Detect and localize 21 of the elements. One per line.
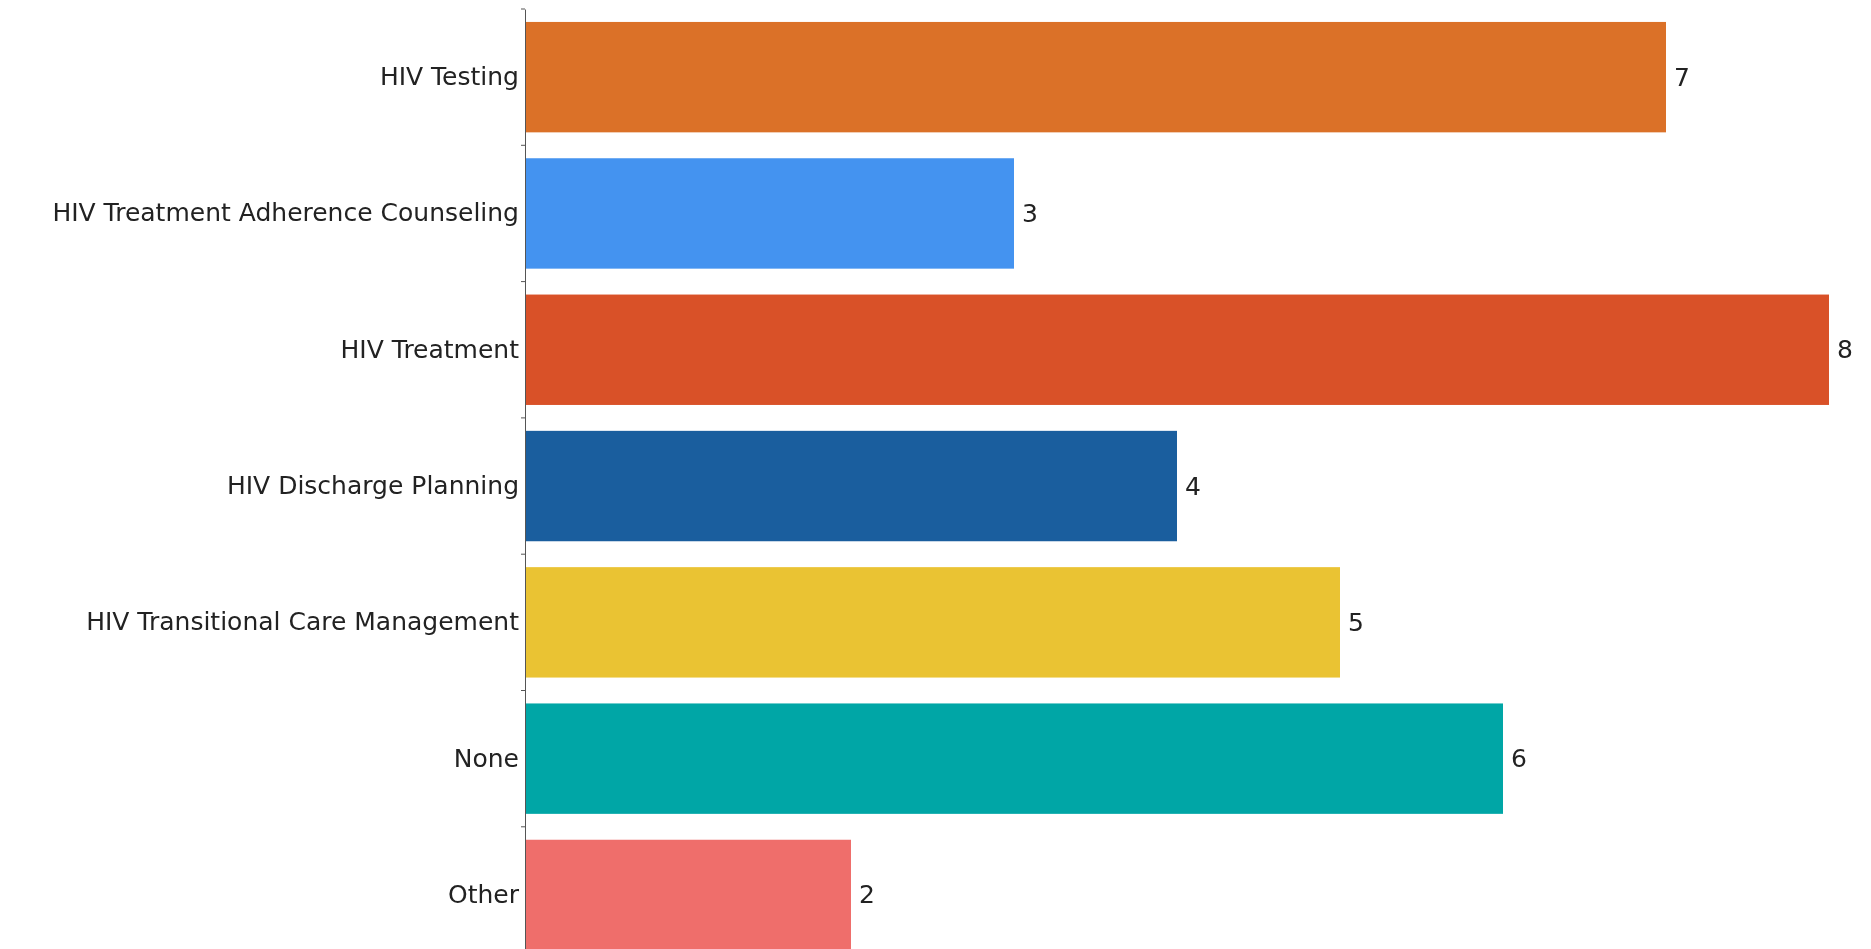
bar [525,703,1503,814]
bar [525,294,1829,405]
bar [525,158,1014,269]
y-tick-label: HIV Testing [379,62,519,92]
y-tick-label: Other [448,879,520,909]
data-label: 3 [1022,198,1038,228]
bar [525,839,851,949]
y-tick-label: HIV Treatment Adherence Counseling [52,198,519,228]
data-label: 6 [1511,744,1527,774]
data-label: 2 [859,880,875,910]
bar [525,567,1340,678]
y-tick-label: HIV Discharge Planning [226,471,519,501]
data-label: 8 [1837,335,1853,365]
data-label: 5 [1348,607,1364,637]
data-label: 4 [1185,471,1201,501]
y-tick-label: None [453,743,519,773]
y-tick-label: HIV Transitional Care Management [86,607,520,637]
bar [525,430,1177,542]
y-tick-label: HIV Treatment [340,334,520,364]
data-label: 7 [1674,62,1690,92]
bar [525,21,1666,133]
